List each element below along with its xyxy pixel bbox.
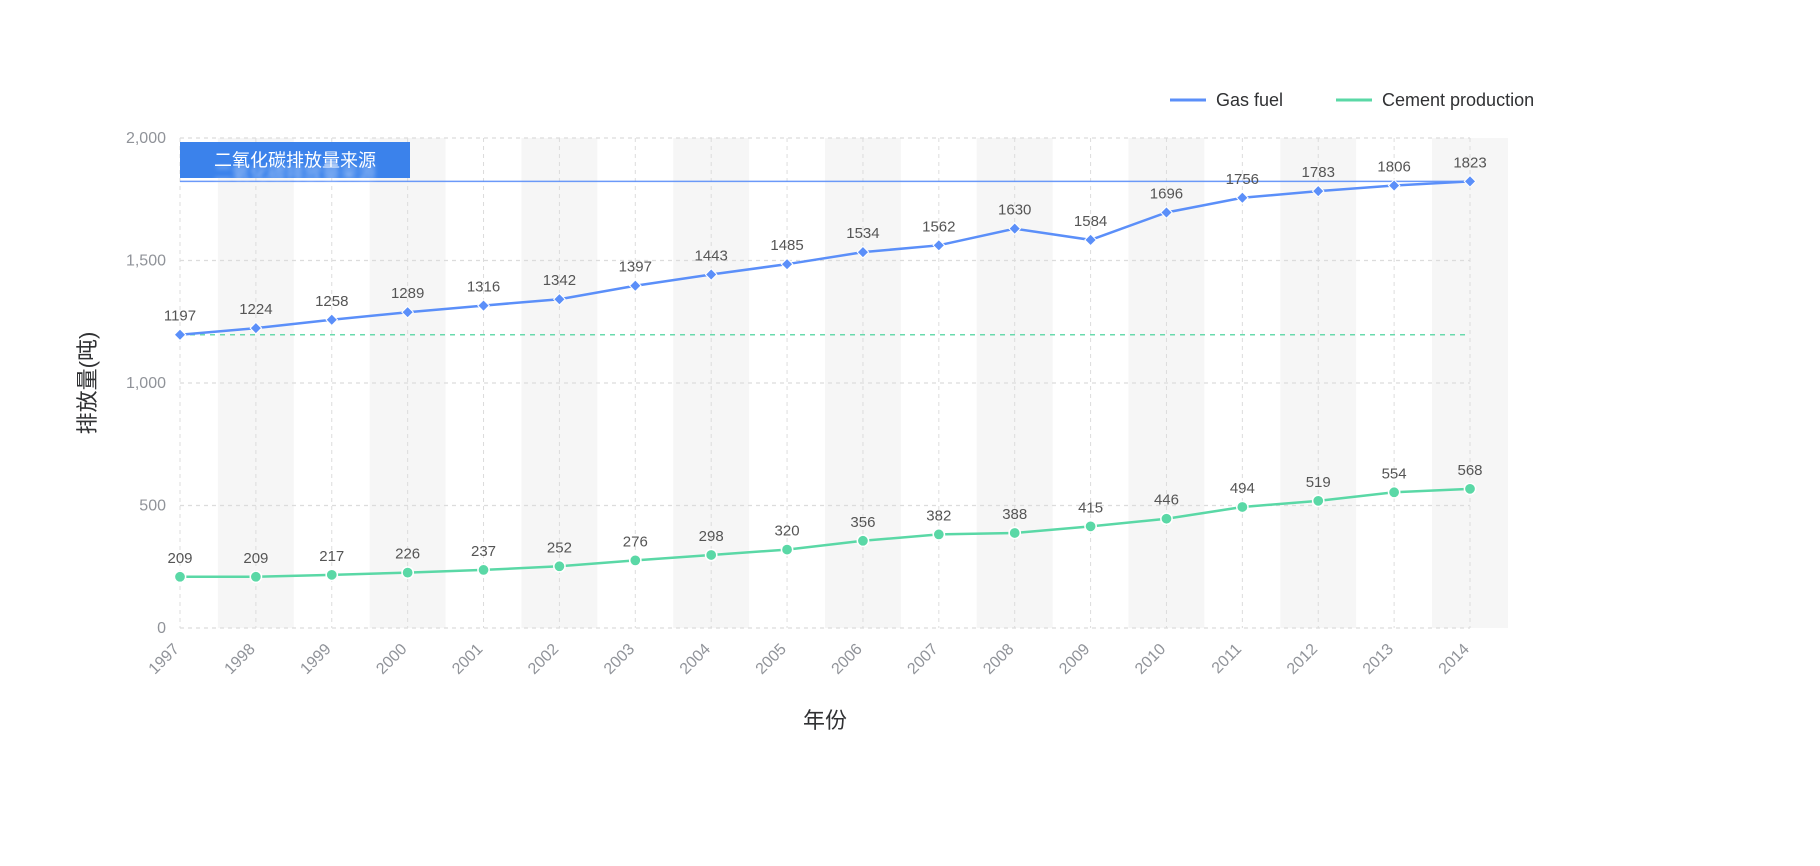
data-point-label: 237	[471, 543, 496, 560]
svg-text:1,000: 1,000	[126, 375, 166, 392]
svg-text:排放量(吨): 排放量(吨)	[75, 332, 100, 435]
data-point-label: 554	[1382, 465, 1407, 482]
svg-text:2009: 2009	[1056, 641, 1093, 678]
legend-item-label[interactable]: Gas fuel	[1216, 90, 1283, 110]
data-point-label: 209	[243, 550, 268, 567]
legend: Gas fuel Cement production	[1170, 90, 1534, 110]
data-point-label: 446	[1154, 492, 1179, 509]
data-point-label: 1630	[998, 202, 1031, 219]
data-point-label: 1485	[770, 237, 803, 254]
data-point-label: 568	[1457, 462, 1482, 479]
grid	[180, 138, 1508, 628]
svg-text:2014: 2014	[1436, 641, 1473, 678]
svg-text:2003: 2003	[601, 641, 638, 678]
data-point-label: 1783	[1302, 164, 1335, 181]
data-point-label: 1316	[467, 279, 500, 296]
svg-text:500: 500	[139, 498, 166, 515]
data-point-label: 298	[699, 528, 724, 545]
data-point-label: 1397	[619, 259, 652, 276]
data-point-label: 1342	[543, 272, 576, 289]
data-point-label: 1562	[922, 218, 955, 235]
data-point-label: 1534	[846, 225, 879, 242]
data-point-label: 415	[1078, 499, 1103, 516]
x-axis: 1997 1998 1999 2000 2001 2002 2003 2004 2005 2006…	[146, 641, 1473, 733]
data-point-label: 519	[1306, 474, 1331, 491]
annotation-box: 二氧化碳排放量来源二氧化碳排放量来源	[180, 142, 410, 184]
data-point-label: 388	[1002, 506, 1027, 523]
data-point-label: 1806	[1377, 159, 1410, 176]
data-point-label: 1584	[1074, 213, 1107, 230]
data-point-label: 1289	[391, 285, 424, 302]
svg-text:年份: 年份	[803, 708, 847, 733]
chart-container: 二氧化碳排放量来源二氧化碳排放量来源 1197 1224 1258 1289 1316 13…	[0, 0, 1820, 866]
svg-text:1,500: 1,500	[126, 253, 166, 270]
svg-text:2008: 2008	[980, 641, 1017, 678]
data-point-label: 1197	[164, 308, 196, 325]
svg-text:2002: 2002	[525, 641, 562, 678]
svg-text:2007: 2007	[904, 641, 941, 678]
svg-text:2000: 2000	[373, 641, 410, 678]
y-axis: 0 500 1,000 1,500 2,000 排放量(吨)	[75, 130, 166, 637]
svg-text:0: 0	[157, 620, 166, 637]
data-point-label: 494	[1230, 480, 1255, 497]
data-point-label: 382	[926, 507, 951, 524]
svg-text:2006: 2006	[829, 641, 866, 678]
data-point-label: 1696	[1150, 185, 1183, 202]
svg-text:2005: 2005	[753, 641, 790, 678]
legend-item-label[interactable]: Cement production	[1382, 90, 1534, 110]
data-point-label: 226	[395, 546, 420, 563]
svg-text:2,000: 2,000	[126, 130, 166, 147]
svg-text:1999: 1999	[297, 641, 334, 678]
svg-text:1998: 1998	[222, 641, 259, 678]
data-point-label: 1224	[239, 301, 272, 318]
svg-text:二氧化碳排放量来源: 二氧化碳排放量来源	[214, 150, 376, 170]
data-point-label: 276	[623, 533, 648, 550]
svg-text:2004: 2004	[677, 641, 714, 678]
data-point-label: 1443	[694, 247, 727, 264]
svg-text:2011: 2011	[1209, 641, 1245, 677]
svg-text:1997: 1997	[146, 641, 183, 678]
svg-text:2012: 2012	[1284, 641, 1321, 678]
data-point-label: 1258	[315, 293, 348, 310]
svg-text:2013: 2013	[1360, 641, 1397, 678]
data-point-label: 356	[850, 514, 875, 531]
data-point-label: 209	[167, 550, 192, 567]
data-point-label: 320	[775, 523, 800, 540]
data-point-label: 1756	[1226, 171, 1259, 188]
line-chart-svg: 二氧化碳排放量来源二氧化碳排放量来源 1197 1224 1258 1289 1316 13…	[0, 0, 1820, 866]
svg-text:2010: 2010	[1132, 641, 1169, 678]
svg-text:2001: 2001	[449, 641, 486, 678]
data-point-label: 217	[319, 548, 344, 565]
data-point-label: 1823	[1453, 154, 1486, 171]
data-point-label: 252	[547, 539, 572, 556]
